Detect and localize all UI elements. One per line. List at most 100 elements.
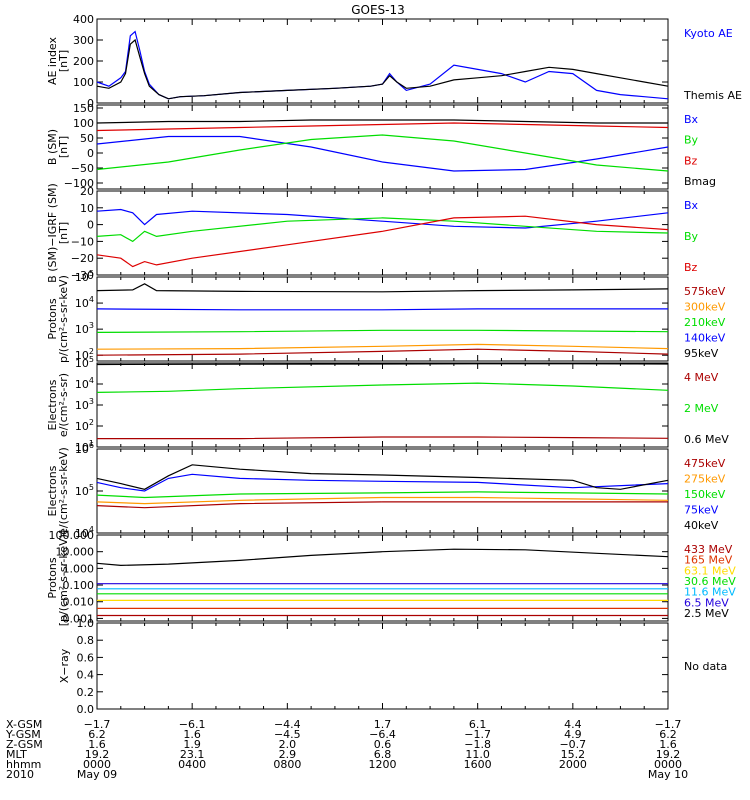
time-row-value: 1.6	[659, 738, 677, 751]
time-row-value: 6.2	[659, 728, 677, 741]
time-row-value: 0800	[273, 758, 301, 771]
series-line	[96, 548, 669, 567]
y-tick-label: 105	[75, 483, 94, 498]
y-tick-label: 0	[87, 97, 94, 110]
time-row-value: 2.9	[279, 748, 297, 761]
no-data-note: No data	[684, 660, 727, 673]
panel-7: 0.001 0.010 0.100 1.000 10.000 100.000 Protons…	[46, 529, 736, 626]
time-row-value: −1.7	[464, 728, 491, 741]
series-line	[96, 329, 669, 333]
time-row-label: Z-GSM	[6, 738, 43, 751]
y-tick-label: 1.000	[63, 562, 95, 575]
panel-frame	[96, 104, 669, 190]
time-row-value: 1.6	[183, 728, 201, 741]
panel-frame	[96, 18, 669, 104]
panel-frame	[96, 362, 669, 448]
time-row-value: −6.4	[369, 728, 396, 741]
legend-entry: 150keV	[684, 488, 726, 501]
series-line	[96, 363, 669, 366]
y-axis-label: [nT]	[57, 136, 70, 158]
y-tick-label: 104	[75, 295, 94, 310]
series-line	[96, 217, 669, 243]
legend-entry: 6.5 MeV	[684, 596, 729, 609]
time-row-value: −1.7	[84, 718, 111, 731]
y-axis-label: X−ray	[58, 648, 71, 683]
time-row-value: −4.4	[274, 718, 301, 731]
series-line	[96, 491, 669, 499]
y-axis-label: B (SM)−IGRF (SM)	[46, 183, 59, 283]
y-axis-label: p/(cm²-s-sr-keV)	[57, 275, 70, 363]
legend-entry: Bz	[684, 154, 698, 167]
y-tick-label: 102	[75, 418, 94, 433]
y-tick-label: 50	[80, 132, 94, 145]
legend-entry: 4 MeV	[684, 371, 719, 384]
legend-entry: 2.5 MeV	[684, 607, 729, 620]
series-line	[96, 134, 669, 172]
legend-entry: 30.6 MeV	[684, 575, 736, 588]
time-row-value: 6.1	[469, 718, 487, 731]
legend-entry: 475keV	[684, 457, 726, 470]
legend-entry: Bx	[684, 199, 699, 212]
series-line	[96, 501, 668, 509]
time-row-label: 2010	[6, 768, 34, 781]
legend-entry: Bx	[684, 113, 699, 126]
time-row-label: hhmm	[6, 758, 41, 771]
y-axis-label: e/(cm²-s-sr)	[57, 373, 70, 437]
time-row-value: 6.8	[374, 748, 392, 761]
legend-entry: Themis AE	[683, 89, 742, 102]
y-tick-label: 20	[80, 185, 94, 198]
y-tick-label: 104	[75, 376, 94, 391]
series-line	[96, 119, 668, 124]
series-line	[96, 473, 669, 492]
series-line	[96, 30, 669, 100]
y-tick-label: 100	[73, 76, 94, 89]
y-tick-label: 0.2	[77, 686, 95, 699]
time-row-value: 2.0	[279, 738, 297, 751]
legend-entry: By	[684, 230, 699, 243]
time-row-value: 1.6	[88, 738, 106, 751]
time-row-value: 0.6	[374, 738, 392, 751]
time-row-value: 23.1	[180, 748, 205, 761]
time-row-value: 15.2	[561, 748, 586, 761]
time-row-value: 1.9	[183, 738, 201, 751]
time-row-value: −4.5	[274, 728, 301, 741]
y-axis-label: [p/(cm²-s-sr-keV)]	[57, 530, 70, 627]
y-tick-label: 106	[75, 441, 94, 456]
plot-title: GOES-13	[351, 3, 405, 17]
panel-1: 0 100 200 300 400 AE index[nT] Kyoto AE Themis …	[46, 13, 742, 110]
y-tick-exponent: 5	[89, 355, 94, 364]
time-row-value: 0000	[83, 758, 111, 771]
y-tick-exponent: 4	[89, 525, 94, 534]
legend-entry: 275keV	[684, 473, 726, 486]
legend-entry: 575keV	[684, 285, 726, 298]
y-axis-label: e/(cm²-s-sr-keV)	[57, 447, 70, 535]
legend-entry: 300keV	[684, 301, 726, 314]
y-axis-label: B (SM)	[46, 129, 59, 165]
legend-entry: 75keV	[684, 504, 719, 517]
y-tick-label: −30	[71, 269, 94, 282]
legend-entry: 63.1 MeV	[684, 564, 736, 577]
time-row-value: 0400	[178, 758, 206, 771]
time-row-value: −6.1	[179, 718, 206, 731]
legend-entry: 140keV	[684, 332, 726, 345]
y-tick-label: 0.8	[77, 634, 95, 647]
y-tick-exponent: 4	[89, 295, 94, 304]
y-tick-label: 0.4	[77, 669, 95, 682]
y-axis-label: Protons	[46, 298, 59, 339]
legend-entry: Kyoto AE	[684, 27, 733, 40]
panel-8: 0.0 0.2 0.4 0.6 0.8 1.0 X−ray No data	[58, 617, 727, 716]
y-tick-label: 10.000	[56, 546, 95, 559]
y-tick-label: 150	[73, 102, 94, 115]
y-tick-label: 100.000	[49, 529, 95, 542]
y-tick-label: 400	[73, 13, 94, 26]
y-tick-exponent: 6	[89, 441, 94, 450]
y-tick-exponent: 3	[89, 397, 94, 406]
series-line	[96, 348, 669, 356]
legend-entry: 0.6 MeV	[684, 433, 729, 446]
time-row-value: 4.9	[564, 728, 582, 741]
y-axis-label: AE index	[46, 36, 59, 85]
y-tick-label: −100	[64, 177, 94, 190]
series-line	[96, 135, 669, 172]
